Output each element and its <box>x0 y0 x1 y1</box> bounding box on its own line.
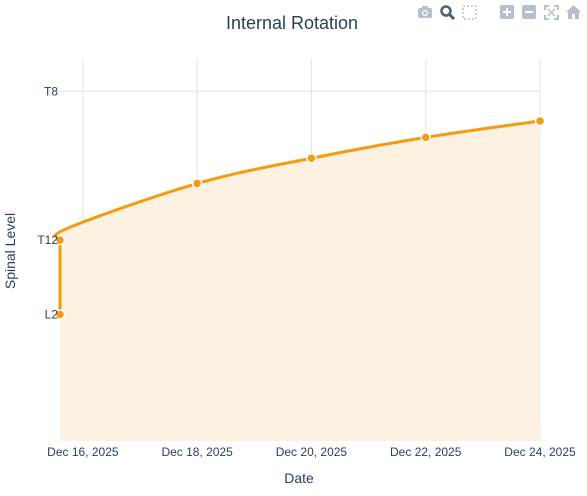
x-tick-label: Dec 20, 2025 <box>276 445 348 459</box>
series-line <box>53 119 541 315</box>
x-tick-label: Dec 24, 2025 <box>504 445 576 459</box>
home-icon[interactable] <box>565 4 581 20</box>
data-point[interactable] <box>54 234 66 246</box>
data-point[interactable] <box>420 132 431 143</box>
data-point[interactable] <box>306 152 317 164</box>
data-point[interactable] <box>191 178 203 189</box>
chart-title: Internal Rotation <box>226 13 358 33</box>
zoom-out-icon[interactable] <box>521 4 537 20</box>
series-points <box>54 115 546 320</box>
zoom-in-icon[interactable] <box>499 4 515 20</box>
y-tick-label: T12 <box>37 233 58 247</box>
x-tick-labels: Dec 16, 2025 Dec 18, 2025 Dec 20, 2025 Dec … <box>47 445 576 459</box>
select-box-icon[interactable] <box>461 4 477 20</box>
y-axis-title: Spinal Level <box>2 213 18 289</box>
autoscale-icon[interactable] <box>543 4 559 20</box>
x-tick-label: Dec 18, 2025 <box>161 445 233 459</box>
y-tick-label: T8 <box>44 84 58 98</box>
data-point[interactable] <box>534 115 546 127</box>
zoom-icon[interactable] <box>439 4 455 20</box>
x-tick-label: Dec 16, 2025 <box>47 445 119 459</box>
y-tick-label: L2 <box>45 307 59 321</box>
y-tick-labels: L2 T12 T8 <box>37 84 58 321</box>
x-axis-title: Date <box>284 470 314 486</box>
data-point[interactable] <box>54 309 66 320</box>
camera-icon[interactable] <box>417 4 433 20</box>
series-area-fill <box>55 121 541 441</box>
x-tick-label: Dec 22, 2025 <box>390 445 462 459</box>
modebar <box>417 4 581 20</box>
